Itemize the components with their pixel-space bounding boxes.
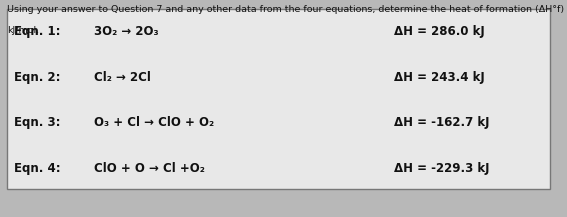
Text: Eqn. 1:: Eqn. 1:: [14, 25, 61, 38]
Text: O₃ + Cl → ClO + O₂: O₃ + Cl → ClO + O₂: [94, 116, 214, 129]
Text: ΔH = -162.7 kJ: ΔH = -162.7 kJ: [394, 116, 489, 129]
Text: ClO + O → Cl +O₂: ClO + O → Cl +O₂: [94, 162, 205, 175]
Text: kJ/mol.: kJ/mol.: [7, 26, 39, 35]
Text: 3O₂ → 2O₃: 3O₂ → 2O₃: [94, 25, 158, 38]
Text: Eqn. 4:: Eqn. 4:: [14, 162, 61, 175]
Text: Eqn. 2:: Eqn. 2:: [14, 71, 61, 84]
Bar: [7, 9, 550, 189]
Text: ΔH = 286.0 kJ: ΔH = 286.0 kJ: [394, 25, 485, 38]
Text: Eqn. 3:: Eqn. 3:: [14, 116, 61, 129]
Text: ΔH = 243.4 kJ: ΔH = 243.4 kJ: [394, 71, 485, 84]
Text: Using your answer to Question 7 and any other data from the four equations, dete: Using your answer to Question 7 and any …: [7, 5, 567, 14]
Text: Cl₂ → 2Cl: Cl₂ → 2Cl: [94, 71, 150, 84]
Text: ΔH = -229.3 kJ: ΔH = -229.3 kJ: [394, 162, 489, 175]
